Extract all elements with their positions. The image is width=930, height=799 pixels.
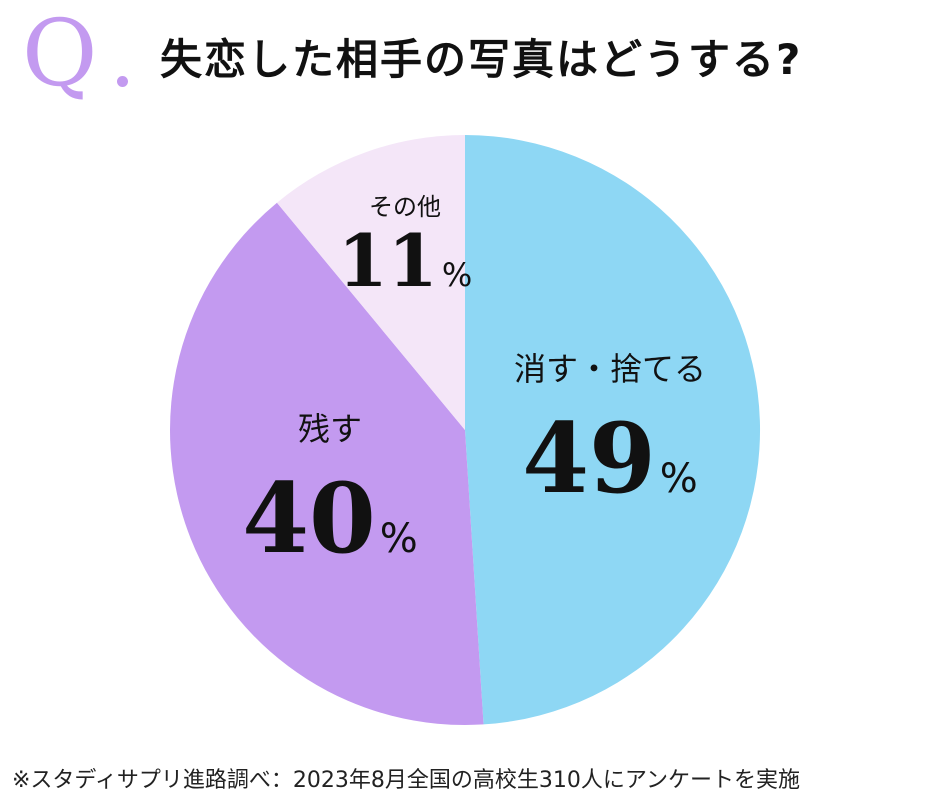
q-mark: Q <box>22 0 98 107</box>
slice-label: 残す <box>298 410 362 448</box>
chart-title: 失恋した相手の写真はどうする? <box>160 35 803 84</box>
slice-value: 40% <box>242 462 418 575</box>
footnote: ※スタディサプリ進路調べ：2023年8月全国の高校生310人にアンケートを実施 <box>12 768 800 793</box>
pie-slice <box>465 135 761 725</box>
pie-slice <box>169 202 484 726</box>
slice-label: その他 <box>369 193 441 221</box>
q-dot <box>117 76 128 87</box>
slice-value: 49% <box>522 402 698 515</box>
slice-value: 11% <box>338 218 473 303</box>
pie-slice <box>276 135 465 430</box>
slice-label: 消す・捨てる <box>514 350 706 388</box>
